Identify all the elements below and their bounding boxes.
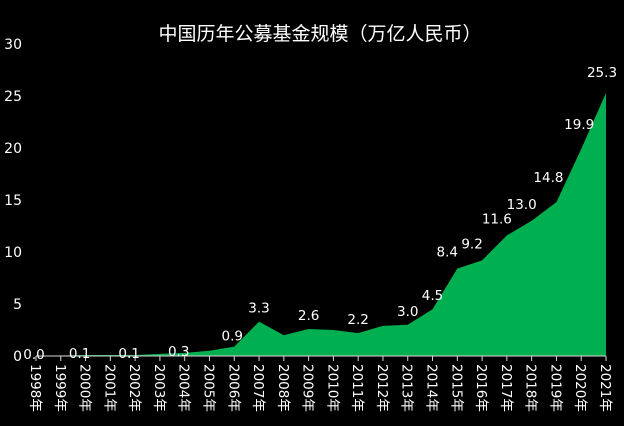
x-tick-label: 2003年 (151, 364, 167, 412)
y-tick-label: 15 (4, 193, 22, 209)
x-tick-label: 2021年 (597, 364, 613, 412)
x-tick-label: 2004年 (176, 364, 192, 412)
data-label: 0.1 (118, 346, 139, 362)
x-tick-label: 1999年 (52, 364, 68, 412)
x-tick-label: 2012年 (374, 364, 390, 412)
x-tick-label: 2008年 (275, 364, 291, 412)
x-tick-label: 2005年 (200, 364, 216, 412)
x-tick-label: 2015年 (448, 364, 464, 412)
x-tick-label: 2016年 (473, 364, 489, 412)
data-label: 25.3 (587, 65, 617, 81)
data-label: 0.0 (23, 347, 44, 363)
x-tick-label: 2017年 (498, 364, 514, 412)
data-label: 14.8 (533, 170, 563, 186)
x-tick-label: 2014年 (424, 364, 440, 412)
data-label: 3.3 (248, 301, 269, 317)
x-tick-label: 1998年 (27, 364, 43, 412)
data-label: 9.2 (461, 236, 482, 252)
data-label: 0.1 (69, 346, 90, 362)
y-tick-label: 5 (13, 297, 22, 313)
x-tick-label: 2000年 (77, 364, 93, 412)
x-tick-label: 2020年 (572, 364, 588, 412)
data-label: 0.3 (168, 344, 189, 360)
y-tick-label: 10 (4, 245, 22, 261)
data-label: 8.4 (437, 245, 458, 261)
data-label: 19.9 (564, 117, 594, 133)
data-label: 11.6 (482, 211, 512, 227)
x-tick-label: 2007年 (250, 364, 266, 412)
x-tick-label: 2009年 (300, 364, 316, 412)
data-label: 2.2 (347, 312, 368, 328)
x-axis-ticks: 1998年 1999年 2000年 2001年 2002年 2003年 2004年 2005年… (27, 356, 613, 412)
data-label: 0.9 (222, 329, 243, 345)
y-tick-label: 20 (4, 141, 22, 157)
x-tick-label: 2002年 (126, 364, 142, 412)
data-label: 2.6 (298, 308, 319, 324)
x-tick-label: 2001年 (101, 364, 117, 412)
y-tick-label: 0 (13, 349, 22, 365)
y-tick-label: 25 (4, 89, 22, 105)
data-labels: 0.0 0.1 0.1 0.3 0.9 3.3 2.6 2.2 3.04.5 8.49.211.6… (23, 65, 617, 363)
y-tick-label: 30 (4, 37, 22, 53)
y-axis-ticks: 0 5 10 15 20 25 30 (4, 37, 22, 365)
area-series (36, 92, 606, 356)
x-tick-label: 2006年 (225, 364, 241, 412)
data-label: 3.0 (397, 304, 418, 320)
x-tick-label: 2013年 (399, 364, 415, 412)
x-tick-label: 2018年 (523, 364, 539, 412)
x-tick-label: 2019年 (547, 364, 563, 412)
x-tick-label: 2010年 (324, 364, 340, 412)
data-label: 13.0 (507, 197, 537, 213)
data-label: 4.5 (422, 288, 443, 304)
x-tick-label: 2011年 (349, 364, 365, 412)
chart-title: 中国历年公募基金规模（万亿人民币） (158, 23, 481, 45)
